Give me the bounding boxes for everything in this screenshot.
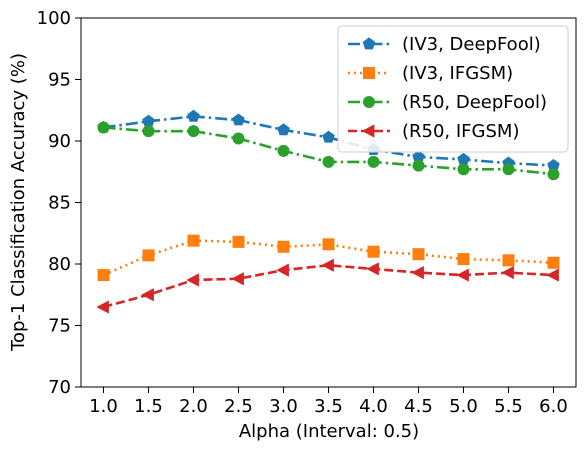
data-point (457, 152, 470, 165)
y-tick-label: 80 (48, 254, 71, 275)
legend-box (337, 25, 569, 153)
data-point (502, 254, 515, 267)
data-point (187, 234, 200, 247)
data-point (321, 258, 334, 272)
x-tick-label: 1.0 (89, 396, 118, 417)
data-point (142, 249, 155, 262)
data-point (547, 168, 560, 181)
x-tick-label: 4.5 (404, 396, 433, 417)
legend-marker (363, 96, 375, 108)
data-point (412, 150, 425, 163)
data-point (457, 163, 470, 176)
data-point (97, 269, 110, 282)
series-2 (97, 234, 560, 282)
x-tick-label: 5.0 (449, 396, 478, 417)
data-point (456, 268, 469, 282)
data-point (547, 159, 560, 171)
legend: (IV3, DeepFool) (IV3, IFGSM) (R50, DeepFoo… (337, 25, 569, 153)
data-point (96, 300, 109, 314)
data-point (231, 272, 244, 286)
y-tick-label: 85 (48, 193, 71, 214)
data-point (367, 245, 380, 258)
data-point (457, 253, 470, 266)
data-point (277, 123, 290, 136)
data-point (546, 268, 559, 282)
data-point (97, 121, 110, 134)
x-tick-label: 2.0 (179, 396, 208, 417)
data-point (232, 113, 245, 126)
y-tick-label: 95 (48, 70, 71, 91)
data-point (367, 155, 380, 168)
data-point (232, 235, 245, 248)
x-tick-label: 2.5 (224, 396, 253, 417)
data-point (276, 263, 289, 277)
legend-label: (IV3, DeepFool) (402, 34, 541, 55)
y-axis: 70 75 80 85 90 95 100 (37, 8, 81, 398)
data-point (187, 109, 200, 122)
legend-entry: (R50, IFGSM) (348, 121, 519, 142)
data-point (502, 163, 515, 176)
data-point (277, 240, 290, 253)
legend-marker (362, 37, 376, 50)
legend-label: (IV3, IFGSM) (402, 63, 513, 84)
series-3 (97, 121, 560, 181)
data-point (187, 125, 200, 138)
legend-label: (R50, IFGSM) (402, 121, 519, 142)
legend-entry: (R50, DeepFool) (348, 92, 547, 113)
x-tick-label: 3.0 (269, 396, 298, 417)
series-line (103, 263, 554, 309)
data-point (412, 159, 425, 172)
x-axis: 1.0 1.5 2.0 2.5 3.0 3.5 4.0 4.5 5.0 5.5 6.0 (89, 387, 568, 417)
y-tick-label: 90 (48, 131, 71, 152)
data-point (366, 262, 379, 276)
data-point (141, 288, 154, 302)
legend-marker (361, 124, 375, 138)
series-layer (96, 109, 560, 314)
series-4 (96, 258, 559, 314)
data-point (186, 273, 199, 287)
data-point (277, 144, 290, 157)
x-axis-label: Alpha (Interval: 0.5) (239, 421, 419, 442)
data-point (322, 130, 335, 143)
data-point (547, 256, 560, 269)
data-point (142, 114, 155, 127)
y-axis-label: Top-1 Classification Accuracy (%) (8, 53, 29, 352)
x-tick-label: 6.0 (539, 396, 568, 417)
x-tick-label: 1.5 (134, 396, 163, 417)
data-point (412, 248, 425, 261)
y-tick-label: 75 (48, 316, 71, 337)
data-point (411, 266, 424, 280)
data-point (501, 266, 514, 280)
legend-label: (R50, DeepFool) (402, 92, 547, 113)
legend-entry: (IV3, DeepFool) (348, 34, 541, 55)
legend-marker (363, 67, 375, 79)
x-tick-label: 4.0 (359, 396, 388, 417)
y-tick-label: 100 (37, 8, 71, 29)
y-tick-label: 70 (48, 377, 71, 398)
data-point (232, 132, 245, 145)
data-point (322, 155, 335, 168)
data-point (142, 125, 155, 138)
legend-entry: (IV3, IFGSM) (348, 63, 513, 84)
x-tick-label: 3.5 (314, 396, 343, 417)
data-point (322, 238, 335, 251)
x-tick-label: 5.5 (494, 396, 523, 417)
